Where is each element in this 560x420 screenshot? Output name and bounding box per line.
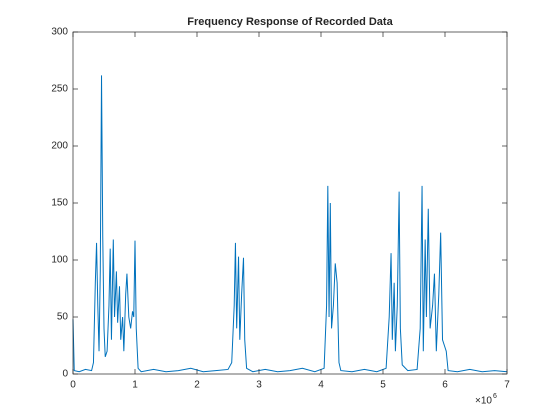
x-tick-label: 0 [70,380,76,391]
y-tick-label: 150 [51,198,68,209]
x-tick-label: 3 [256,380,262,391]
y-tick-label: 250 [51,84,68,95]
x-tick-label: 5 [380,380,386,391]
y-tick-label: 300 [51,27,68,38]
y-tick-label: 0 [62,369,68,380]
chart-title: Frequency Response of Recorded Data [187,16,393,28]
x-multiplier-exponent: 6 [493,393,497,400]
x-tick-label: 2 [194,380,200,391]
data-line [72,75,508,373]
y-tick-label: 50 [57,312,69,323]
x-multiplier-base: ×10 [475,396,492,407]
x-tick-label: 6 [442,380,448,391]
y-tick-label: 200 [51,141,68,152]
x-tick-label: 1 [132,380,138,391]
x-tick-label: 7 [504,380,510,391]
x-tick-label: 4 [318,380,324,391]
y-tick-label: 100 [51,255,68,266]
